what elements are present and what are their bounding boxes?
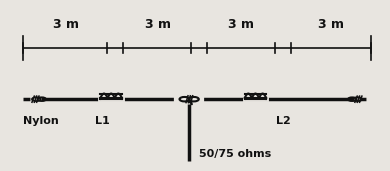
Text: L2: L2	[277, 116, 291, 126]
Text: 3 m: 3 m	[318, 18, 344, 31]
Text: 3 m: 3 m	[53, 18, 78, 31]
Text: 3 m: 3 m	[145, 18, 171, 31]
Text: Nylon: Nylon	[23, 116, 59, 126]
Text: L1: L1	[95, 116, 110, 126]
Text: 50/75 ohms: 50/75 ohms	[199, 149, 271, 159]
Text: 3 m: 3 m	[228, 18, 254, 31]
